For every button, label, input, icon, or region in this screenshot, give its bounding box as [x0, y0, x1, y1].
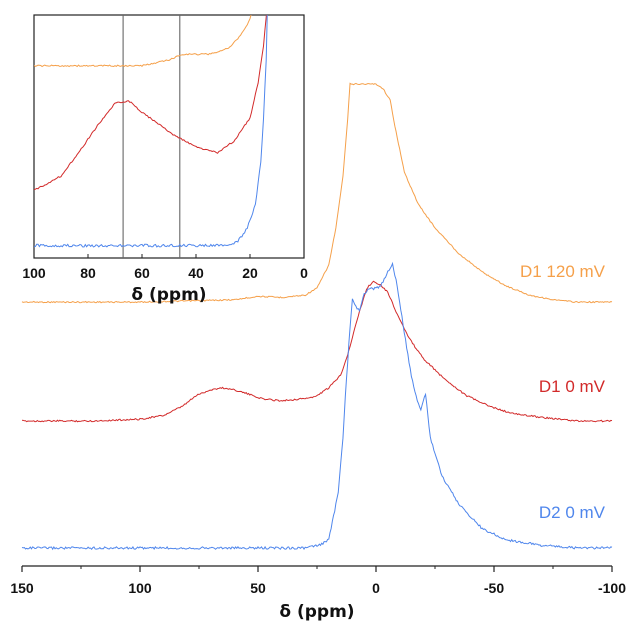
inset-plot: 100 80 60 40 20 0 δ (ppm) [22, 14, 308, 305]
inset-curves [34, 15, 268, 258]
series-line-d1-120-mv [21, 82, 613, 304]
inset-series-line-d2-0-mv [34, 15, 268, 248]
x-axis-title: δ (ppm) [279, 602, 354, 622]
x-tick-label: -50 [484, 580, 504, 596]
main-plot: 150 100 50 0 -50 -100 δ (ppm) D1 120 mV D1 0 mV D… [10, 82, 626, 622]
inset-x-tick-label: 60 [134, 265, 150, 281]
x-tick-label: 0 [372, 580, 380, 596]
inset-series-line-d1-0-mv [34, 15, 267, 191]
x-tick-label: 150 [10, 580, 34, 596]
inset-x-axis-title: δ (ppm) [131, 285, 206, 305]
series-line-d2-0-mv [21, 261, 613, 551]
series-line-d1-0-mv [21, 280, 613, 423]
series-label-d1-120-mv: D1 120 mV [520, 262, 606, 281]
inset-x-tick-label: 0 [300, 265, 308, 281]
x-tick-label: 50 [250, 580, 266, 596]
inset-x-tick-label: 40 [188, 265, 204, 281]
inset-series-line-d1-120-mv [34, 15, 252, 68]
inset-x-tick-label: 100 [22, 265, 46, 281]
inset-x-tick-label: 20 [242, 265, 258, 281]
x-tick-label: -100 [598, 580, 626, 596]
inset-frame [33, 14, 305, 259]
x-tick-label: 100 [128, 580, 152, 596]
inset-x-tick-label: 80 [80, 265, 96, 281]
series-label-d2-0-mv: D2 0 mV [539, 503, 606, 522]
series-label-d1-0-mv: D1 0 mV [539, 377, 606, 396]
